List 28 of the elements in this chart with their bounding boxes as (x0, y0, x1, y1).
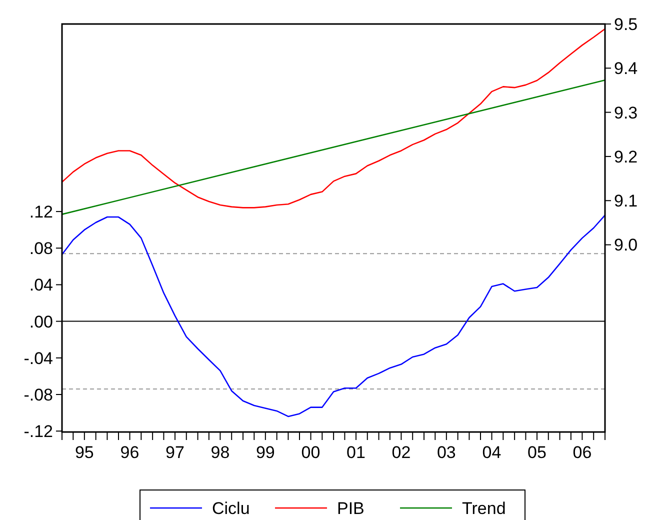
x-tick-label: 97 (166, 443, 184, 462)
legend-label: PIB (337, 498, 364, 518)
y-tick-label: .04 (29, 276, 53, 295)
y-tick-label: .00 (29, 312, 53, 332)
x-tick-label: 99 (256, 443, 275, 462)
y2-tick-label: 9.0 (614, 236, 638, 255)
y2-tick-label: 9.4 (614, 59, 638, 78)
y-tick-label: -.12 (24, 422, 53, 442)
legend-label: Ciclu (212, 498, 250, 518)
x-tick-label: 01 (346, 443, 366, 462)
y-tick-label: .08 (29, 239, 53, 258)
x-tick-label: 02 (392, 443, 411, 462)
y-tick-label: .12 (29, 202, 53, 222)
x-tick-label: 95 (74, 443, 94, 462)
y2-tick-label: 9.3 (614, 103, 638, 122)
x-tick-label: 98 (210, 443, 230, 462)
x-tick-label: 04 (482, 443, 502, 462)
x-tick-label: 96 (120, 443, 140, 462)
x-tick-label: 06 (572, 443, 592, 462)
y2-tick-label: 9.2 (614, 147, 638, 166)
y2-tick-label: 9.5 (614, 14, 638, 34)
y-tick-label: -.08 (24, 385, 53, 404)
y-tick-label: -.04 (24, 348, 53, 368)
x-tick-label: 05 (528, 443, 546, 462)
x-tick-label: 03 (436, 443, 456, 462)
y2-tick-label: 9.1 (614, 192, 638, 211)
x-tick-label: 00 (301, 443, 320, 462)
legend-label: Trend (462, 498, 506, 518)
